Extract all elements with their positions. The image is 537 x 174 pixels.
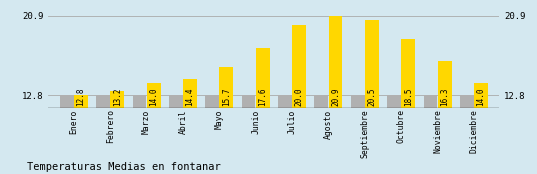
Text: 13.2: 13.2: [113, 88, 122, 106]
Bar: [74, 95, 88, 108]
Bar: [147, 83, 161, 108]
Bar: [256, 48, 270, 108]
Bar: [133, 95, 147, 108]
Bar: [205, 95, 219, 108]
Bar: [292, 25, 306, 108]
Bar: [315, 95, 328, 108]
Bar: [365, 20, 379, 108]
Text: 16.3: 16.3: [440, 88, 449, 106]
Bar: [169, 95, 183, 108]
Bar: [220, 67, 233, 108]
Text: 18.5: 18.5: [404, 88, 413, 106]
Text: 20.9: 20.9: [331, 88, 340, 106]
Text: Temperaturas Medias en fontanar: Temperaturas Medias en fontanar: [27, 162, 221, 172]
Text: 14.0: 14.0: [476, 88, 485, 106]
Bar: [60, 95, 74, 108]
Bar: [438, 61, 452, 108]
Bar: [242, 95, 256, 108]
Bar: [401, 39, 415, 108]
Bar: [424, 95, 438, 108]
Bar: [474, 83, 488, 108]
Bar: [387, 95, 401, 108]
Text: 20.0: 20.0: [295, 88, 303, 106]
Bar: [183, 80, 197, 108]
Text: 17.6: 17.6: [258, 88, 267, 106]
Text: 15.7: 15.7: [222, 88, 231, 106]
Text: 20.5: 20.5: [367, 88, 376, 106]
Bar: [460, 95, 474, 108]
Bar: [111, 91, 124, 108]
Text: 14.0: 14.0: [149, 88, 158, 106]
Bar: [96, 95, 110, 108]
Text: 14.4: 14.4: [185, 88, 194, 106]
Bar: [329, 16, 343, 108]
Text: 12.8: 12.8: [76, 88, 85, 106]
Bar: [351, 95, 365, 108]
Bar: [278, 95, 292, 108]
